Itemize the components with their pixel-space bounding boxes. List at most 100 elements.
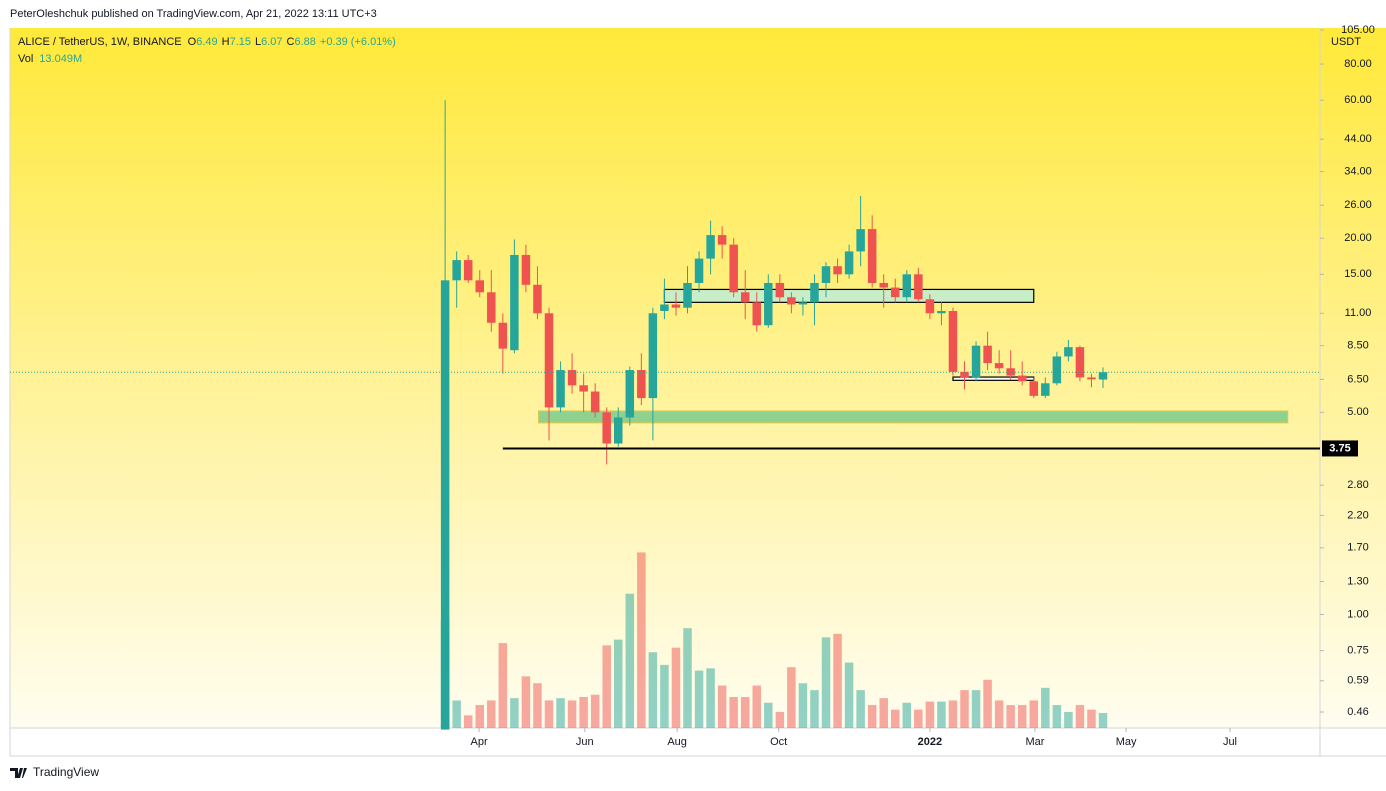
volume-bar xyxy=(521,676,531,728)
vol-label: Vol xyxy=(18,53,33,65)
volume-bar xyxy=(937,701,946,728)
volume-bar xyxy=(787,667,796,728)
candle-body xyxy=(452,260,461,281)
change: +0.39 (+6.01%) xyxy=(320,36,396,48)
volume-bar xyxy=(971,690,981,728)
volume-bar xyxy=(498,643,508,728)
candle-body xyxy=(1075,347,1085,378)
y-tick-label: 1.30 xyxy=(1347,575,1368,587)
volume-bar xyxy=(879,698,888,728)
volume-bar xyxy=(637,552,646,728)
candle-body xyxy=(994,363,1004,369)
candle-body xyxy=(625,370,635,418)
level-label-box xyxy=(1322,440,1358,457)
publisher: PeterOleshchuk published on TradingView.… xyxy=(10,8,377,20)
y-tick-label: 1.00 xyxy=(1347,608,1368,620)
y-tick-label: 8.50 xyxy=(1347,340,1368,352)
volume-bar xyxy=(1075,705,1085,728)
volume-bar xyxy=(821,637,831,728)
y-tick-label: 6.50 xyxy=(1347,373,1368,385)
candle-body xyxy=(948,311,958,372)
logo-text: TradingView xyxy=(33,765,99,779)
volume-bar xyxy=(625,593,635,728)
volume-bar xyxy=(475,705,485,728)
x-tick-label: 2022 xyxy=(918,736,942,748)
candle-body xyxy=(891,287,900,298)
x-tick-label: Mar xyxy=(1025,736,1044,748)
volume-bar xyxy=(960,690,969,728)
x-tick-label: Jul xyxy=(1223,736,1237,748)
volume-bar xyxy=(717,685,727,728)
volume-bar xyxy=(1087,709,1096,728)
volume-bar xyxy=(452,700,461,728)
high-letter: H xyxy=(222,36,230,48)
candle-body xyxy=(798,302,808,305)
volume-bar xyxy=(556,698,565,728)
volume-bar xyxy=(602,645,611,728)
candle-body xyxy=(867,229,877,283)
volume-bar xyxy=(671,647,681,728)
candle-body xyxy=(856,229,865,252)
candle-body xyxy=(1017,375,1027,382)
volume-bar xyxy=(487,700,496,728)
candle-body xyxy=(960,371,969,378)
candle-body xyxy=(579,385,588,392)
y-tick-label: 0.75 xyxy=(1347,645,1368,657)
y-tick-label: 0.46 xyxy=(1347,706,1368,718)
candle-body xyxy=(925,299,935,314)
volume-bar xyxy=(833,633,842,728)
y-tick-label: 0.59 xyxy=(1347,675,1368,687)
logo: TradingView xyxy=(10,765,99,779)
volume-bar xyxy=(902,702,912,728)
volume-bar xyxy=(1064,711,1073,728)
candle-body xyxy=(556,370,565,408)
candle-body xyxy=(694,258,704,283)
y-tick-label: 105.00 xyxy=(1341,24,1375,36)
low-value: 6.07 xyxy=(261,36,282,48)
volume-bar xyxy=(810,690,819,728)
zone xyxy=(663,288,1035,303)
candle-body xyxy=(787,297,796,305)
y-tick-label: 5.00 xyxy=(1347,406,1368,418)
volume-bar xyxy=(683,628,692,728)
candle-body xyxy=(1052,356,1062,384)
candle-body xyxy=(1041,383,1050,396)
candle-body xyxy=(463,260,473,281)
volume-bar xyxy=(544,700,554,728)
y-tick-label: 60.00 xyxy=(1344,94,1372,106)
volume-bar xyxy=(579,697,588,728)
legend-volume: Vol 13.049M xyxy=(18,53,82,65)
volume-bar xyxy=(1029,700,1039,728)
volume-bar xyxy=(660,664,669,728)
candle-body xyxy=(902,274,912,298)
price-unit: USDT xyxy=(1331,36,1361,48)
volume-bar xyxy=(775,711,785,728)
candle-body xyxy=(440,280,450,730)
volume-bar xyxy=(891,709,900,728)
volume-bar xyxy=(856,690,865,728)
candle-body xyxy=(602,412,611,444)
volume-bar xyxy=(1017,705,1027,728)
candle-body xyxy=(752,302,762,326)
y-tick-label: 80.00 xyxy=(1344,58,1372,70)
x-tick-label: Apr xyxy=(470,736,487,748)
candle-body xyxy=(983,345,992,364)
volume-bar xyxy=(1098,713,1108,728)
candle-body xyxy=(971,345,981,378)
candle-body xyxy=(671,304,681,308)
candle-body xyxy=(810,282,819,303)
y-tick-label: 34.00 xyxy=(1344,165,1372,177)
y-tick-label: 44.00 xyxy=(1344,133,1372,145)
marks xyxy=(10,100,1320,730)
volume-bar xyxy=(925,701,935,728)
price-axis-background xyxy=(1320,28,1386,728)
volume-bar xyxy=(752,685,762,728)
candle-body xyxy=(510,254,519,351)
volume-bar xyxy=(798,683,808,728)
volume-bar xyxy=(948,700,958,728)
candle-body xyxy=(740,292,750,303)
plot-background xyxy=(10,28,1320,728)
candle-body xyxy=(844,251,854,275)
candle-body xyxy=(1087,377,1096,380)
